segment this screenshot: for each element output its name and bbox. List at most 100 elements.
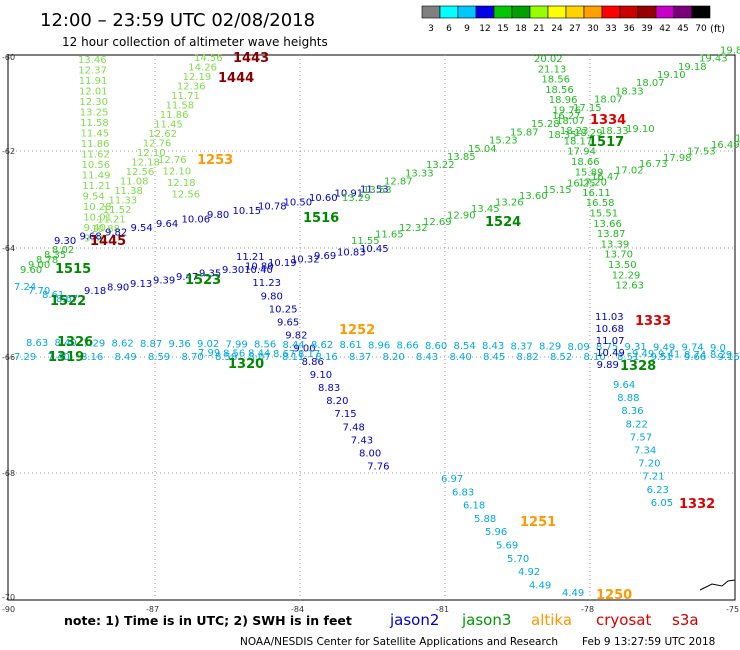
legend-label: 15 bbox=[497, 24, 508, 34]
wave-height-value: 18.33 bbox=[615, 86, 644, 97]
wave-height-value: 9.80 bbox=[207, 210, 229, 221]
wave-height-value: 9.89 bbox=[597, 360, 619, 371]
wave-height-value: 9.02 bbox=[197, 339, 219, 350]
wave-height-value: 11.58 bbox=[80, 118, 109, 129]
track-time-label: 1252 bbox=[339, 323, 375, 338]
wave-height-value: 8.02 bbox=[52, 245, 74, 256]
wave-height-value: 18.07 bbox=[636, 78, 665, 89]
wave-height-value: 12.76 bbox=[143, 139, 172, 150]
wave-height-value: 9.82 bbox=[285, 331, 307, 342]
wave-height-value: 8.00 bbox=[359, 449, 381, 460]
wave-height-value: 11.71 bbox=[171, 91, 200, 102]
wave-height-value: 19.76 bbox=[553, 106, 582, 117]
satellite-jason2: jason2 bbox=[389, 611, 439, 629]
wave-height-value: 5.96 bbox=[485, 527, 507, 538]
track-1334: 20.0221.1318.5618.5618.9619.7618.0718.23… bbox=[534, 54, 644, 292]
track-1444: 14.5614.2612.1912.3611.7111.5811.8611.45… bbox=[91, 53, 254, 235]
wave-height-value: 19.10 bbox=[657, 70, 686, 81]
legend-label: 3 bbox=[428, 24, 434, 34]
track-time-label: 1522 bbox=[50, 294, 86, 309]
track-time-label: 1516 bbox=[303, 211, 339, 226]
lon-label: -84 bbox=[291, 605, 304, 614]
wave-height-value: 11.21 bbox=[82, 181, 111, 192]
wave-height-value: 12.36 bbox=[177, 82, 206, 93]
wave-height-value: 8.59 bbox=[148, 352, 170, 363]
wave-height-value: 12.76 bbox=[158, 155, 187, 166]
lat-label: -60 bbox=[2, 53, 15, 62]
wave-height-value: 8.52 bbox=[550, 352, 572, 363]
wave-height-value: 13.39 bbox=[601, 239, 630, 250]
wave-height-value: 8.86 bbox=[302, 357, 324, 368]
wave-height-value: 15.23 bbox=[489, 136, 518, 147]
footnote: note: 1) Time is in UTC; 2) SWH is in fe… bbox=[64, 613, 352, 628]
wave-height-value: 9.00 bbox=[293, 344, 315, 355]
wave-height-value: 9.18 bbox=[84, 286, 106, 297]
track-time-label: 1444 bbox=[218, 71, 254, 86]
wave-height-value: 7.20 bbox=[638, 459, 660, 470]
wave-height-value: 9.51 bbox=[651, 352, 673, 363]
wave-height-value: 16.47 bbox=[591, 172, 620, 183]
wave-height-value: 8.40 bbox=[55, 338, 77, 349]
satellite-altika: altika bbox=[531, 611, 572, 629]
wave-height-value: 10.78 bbox=[258, 202, 287, 213]
wave-height-value: 10.68 bbox=[595, 324, 624, 335]
wave-height-value: 8.83 bbox=[318, 383, 340, 394]
wave-height-value: 7.48 bbox=[343, 422, 365, 433]
legend-swatch bbox=[439, 5, 459, 19]
wave-height-value: 6.18 bbox=[463, 501, 485, 512]
wave-height-value: 14.26 bbox=[188, 63, 217, 74]
wave-height-value: 14.56 bbox=[194, 53, 223, 64]
wave-height-value: 8.29 bbox=[539, 342, 561, 353]
altimeter-tracks: 13.4612.3711.9112.0112.3013.2511.5811.45… bbox=[14, 45, 740, 603]
wave-height-value: 8.36 bbox=[621, 406, 643, 417]
wave-height-value: 7.70 bbox=[28, 286, 50, 297]
wave-height-value: 10.45 bbox=[360, 244, 389, 255]
wave-height-value: 16.58 bbox=[586, 198, 615, 209]
track-1250: 4.49 1250 bbox=[562, 588, 632, 603]
track-time-label: 1515 bbox=[55, 262, 91, 277]
wave-height-value: 8.40 bbox=[450, 352, 472, 363]
wave-height-value: 13.25 bbox=[80, 108, 109, 119]
track-time-label: 1333 bbox=[635, 314, 671, 329]
wave-height-value: 10.49 bbox=[596, 348, 625, 359]
wave-height-value: 12.18 bbox=[131, 158, 160, 169]
wave-height-value: 9.30 bbox=[84, 234, 106, 245]
wave-height-value: 12.10 bbox=[163, 167, 192, 178]
wave-height-value: 11.23 bbox=[252, 278, 281, 289]
wave-height-value: 7.34 bbox=[634, 446, 656, 457]
wave-height-value: 12.69 bbox=[423, 217, 452, 228]
wave-height-value: 12.18 bbox=[167, 178, 196, 189]
lat-label: -70 bbox=[2, 593, 15, 602]
wave-height-value: 8.10 bbox=[584, 352, 606, 363]
wave-height-value: 8.16 bbox=[81, 352, 103, 363]
wave-height-value: 18.23 bbox=[560, 126, 589, 137]
lon-label: -78 bbox=[581, 605, 594, 614]
wave-height-value: 17.53 bbox=[687, 146, 716, 157]
wave-height-value: 8.43 bbox=[482, 341, 504, 352]
legend-label: 21 bbox=[533, 24, 544, 34]
wave-height-value: 18.17 bbox=[564, 136, 593, 147]
wave-height-value: 9.49 bbox=[632, 349, 654, 360]
wave-height-value: 18.96 bbox=[549, 95, 578, 106]
track-time-label: 1524 bbox=[485, 215, 521, 230]
wave-height-value: 13.53 bbox=[363, 185, 392, 196]
wave-height-value: 8.43 bbox=[416, 352, 438, 363]
wave-height-value: 7.40 bbox=[48, 352, 70, 363]
legend-label: 36 bbox=[623, 24, 635, 34]
wave-height-value: 11.91 bbox=[79, 76, 108, 87]
wave-height-value: 9.49 bbox=[653, 342, 675, 353]
page-subtitle: 12 hour collection of altimeter wave hei… bbox=[62, 35, 328, 49]
track-1445: 9.30 9.68 9.82 9.54 9.64 10.069.80 10.1510.781… bbox=[54, 184, 389, 249]
legend-label: 27 bbox=[569, 24, 580, 34]
track-time-label: 1517 bbox=[588, 135, 624, 150]
wave-height-value: 10.15 bbox=[233, 206, 262, 217]
legend-swatch bbox=[619, 5, 639, 19]
wave-height-value: 11.86 bbox=[81, 139, 110, 150]
legend-swatch bbox=[457, 5, 477, 19]
wave-height-value: 18.56 bbox=[541, 75, 570, 86]
wave-height-value: 9.68 bbox=[80, 232, 102, 243]
wave-height-value: 9.40 bbox=[84, 223, 106, 234]
wave-height-value: 8.07 bbox=[249, 352, 271, 363]
wave-height-value: 11.52 bbox=[103, 205, 132, 216]
wave-height-value: 17.15 bbox=[573, 103, 602, 114]
